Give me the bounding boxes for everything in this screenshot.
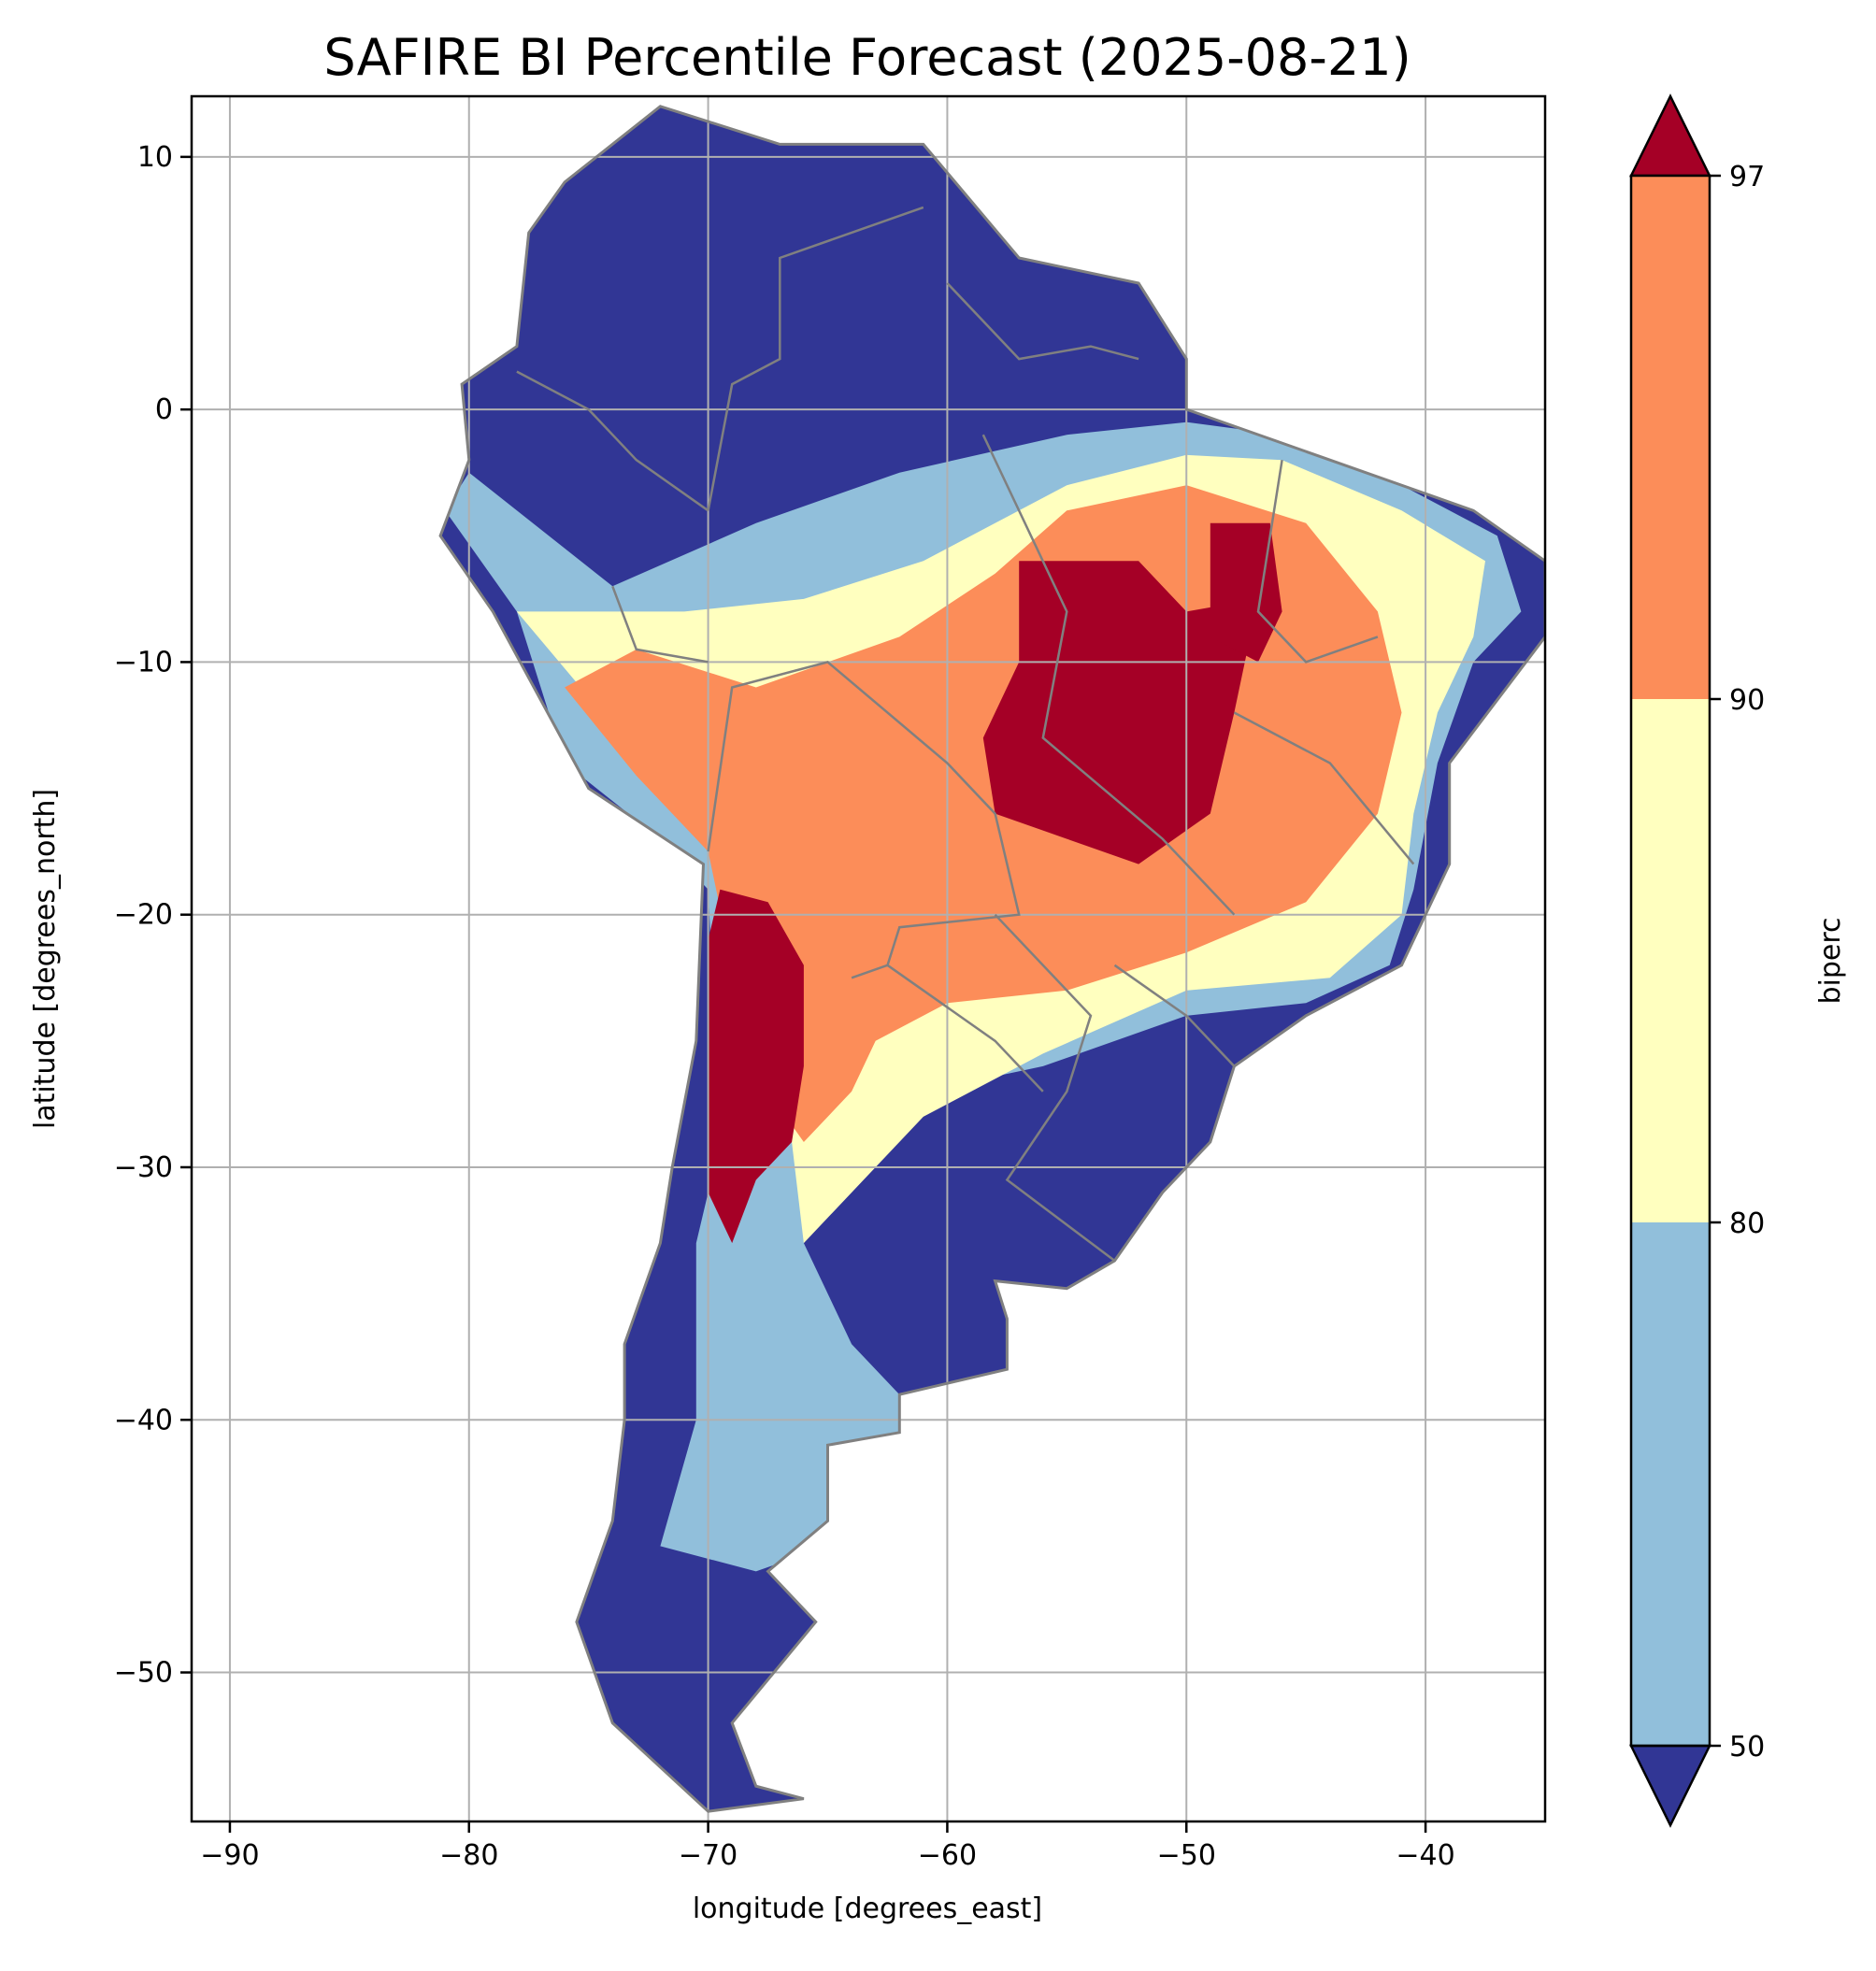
country-border [946, 282, 1139, 361]
x-axis-ticks: −90 −80 −70 −60 −50 −40 [200, 1821, 1455, 1872]
colorbar: 50 80 90 97 biperc [1628, 93, 1847, 1828]
colorbar-band-50-80 [1631, 1222, 1710, 1746]
colorbar-tick-label: 50 [1729, 1731, 1765, 1764]
x-tick-label: −40 [1396, 1839, 1454, 1872]
country-border [707, 206, 924, 511]
forecast-region-layer [440, 106, 1545, 1812]
country-borders [516, 206, 1415, 1262]
gridlines [192, 96, 1545, 1821]
x-tick-label: −50 [1157, 1839, 1216, 1872]
x-tick-label: −80 [439, 1839, 498, 1872]
y-tick-label: −20 [114, 899, 173, 932]
colorbar-label: biperc [1814, 917, 1847, 1004]
region-darkred-east-2 [1210, 522, 1282, 663]
country-border [1233, 711, 1415, 865]
colorbar-tick-label: 90 [1729, 684, 1765, 717]
plot-frame [190, 94, 1547, 1823]
country-border [611, 585, 709, 664]
country-border [516, 370, 709, 512]
colorbar-extend-low [1628, 1744, 1712, 1828]
y-tick-label: −50 [114, 1657, 173, 1690]
y-axis-label: latitude [degrees_north] [29, 789, 62, 1129]
country-border [994, 913, 1116, 1262]
country-border [886, 964, 1044, 1093]
x-tick-label: −70 [679, 1839, 738, 1872]
map-title: SAFIRE BI Percentile Forecast (2025-08-2… [323, 28, 1411, 87]
colorbar-tick-label: 97 [1729, 161, 1765, 193]
colorbar-extend-high [1628, 93, 1712, 178]
x-tick-label: −90 [200, 1839, 259, 1872]
y-axis-ticks: 10 0 −10 −20 −30 −40 −50 [114, 141, 192, 1690]
colorbar-band-90-97 [1631, 176, 1710, 699]
colorbar-band-80-90 [1631, 699, 1710, 1222]
colorbar-frame [1629, 174, 1711, 1748]
colorbar-ticks: 50 80 90 97 [1710, 161, 1765, 1764]
region-darkred-east-1 [982, 561, 1258, 864]
y-tick-label: 0 [155, 393, 173, 426]
coastline [438, 105, 1545, 1813]
x-axis-label: longitude [degrees_east] [693, 1892, 1042, 1925]
y-tick-label: −40 [114, 1404, 173, 1436]
country-border [707, 661, 1021, 979]
country-border [1256, 460, 1379, 664]
y-tick-label: −10 [114, 646, 173, 678]
country-border [981, 434, 1236, 916]
y-tick-label: 10 [137, 141, 173, 174]
x-tick-label: −60 [918, 1839, 977, 1872]
colorbar-tick-label: 80 [1729, 1207, 1765, 1240]
region-darkred-andes [708, 889, 804, 1244]
country-border [1113, 964, 1236, 1067]
y-tick-label: −30 [114, 1151, 173, 1184]
